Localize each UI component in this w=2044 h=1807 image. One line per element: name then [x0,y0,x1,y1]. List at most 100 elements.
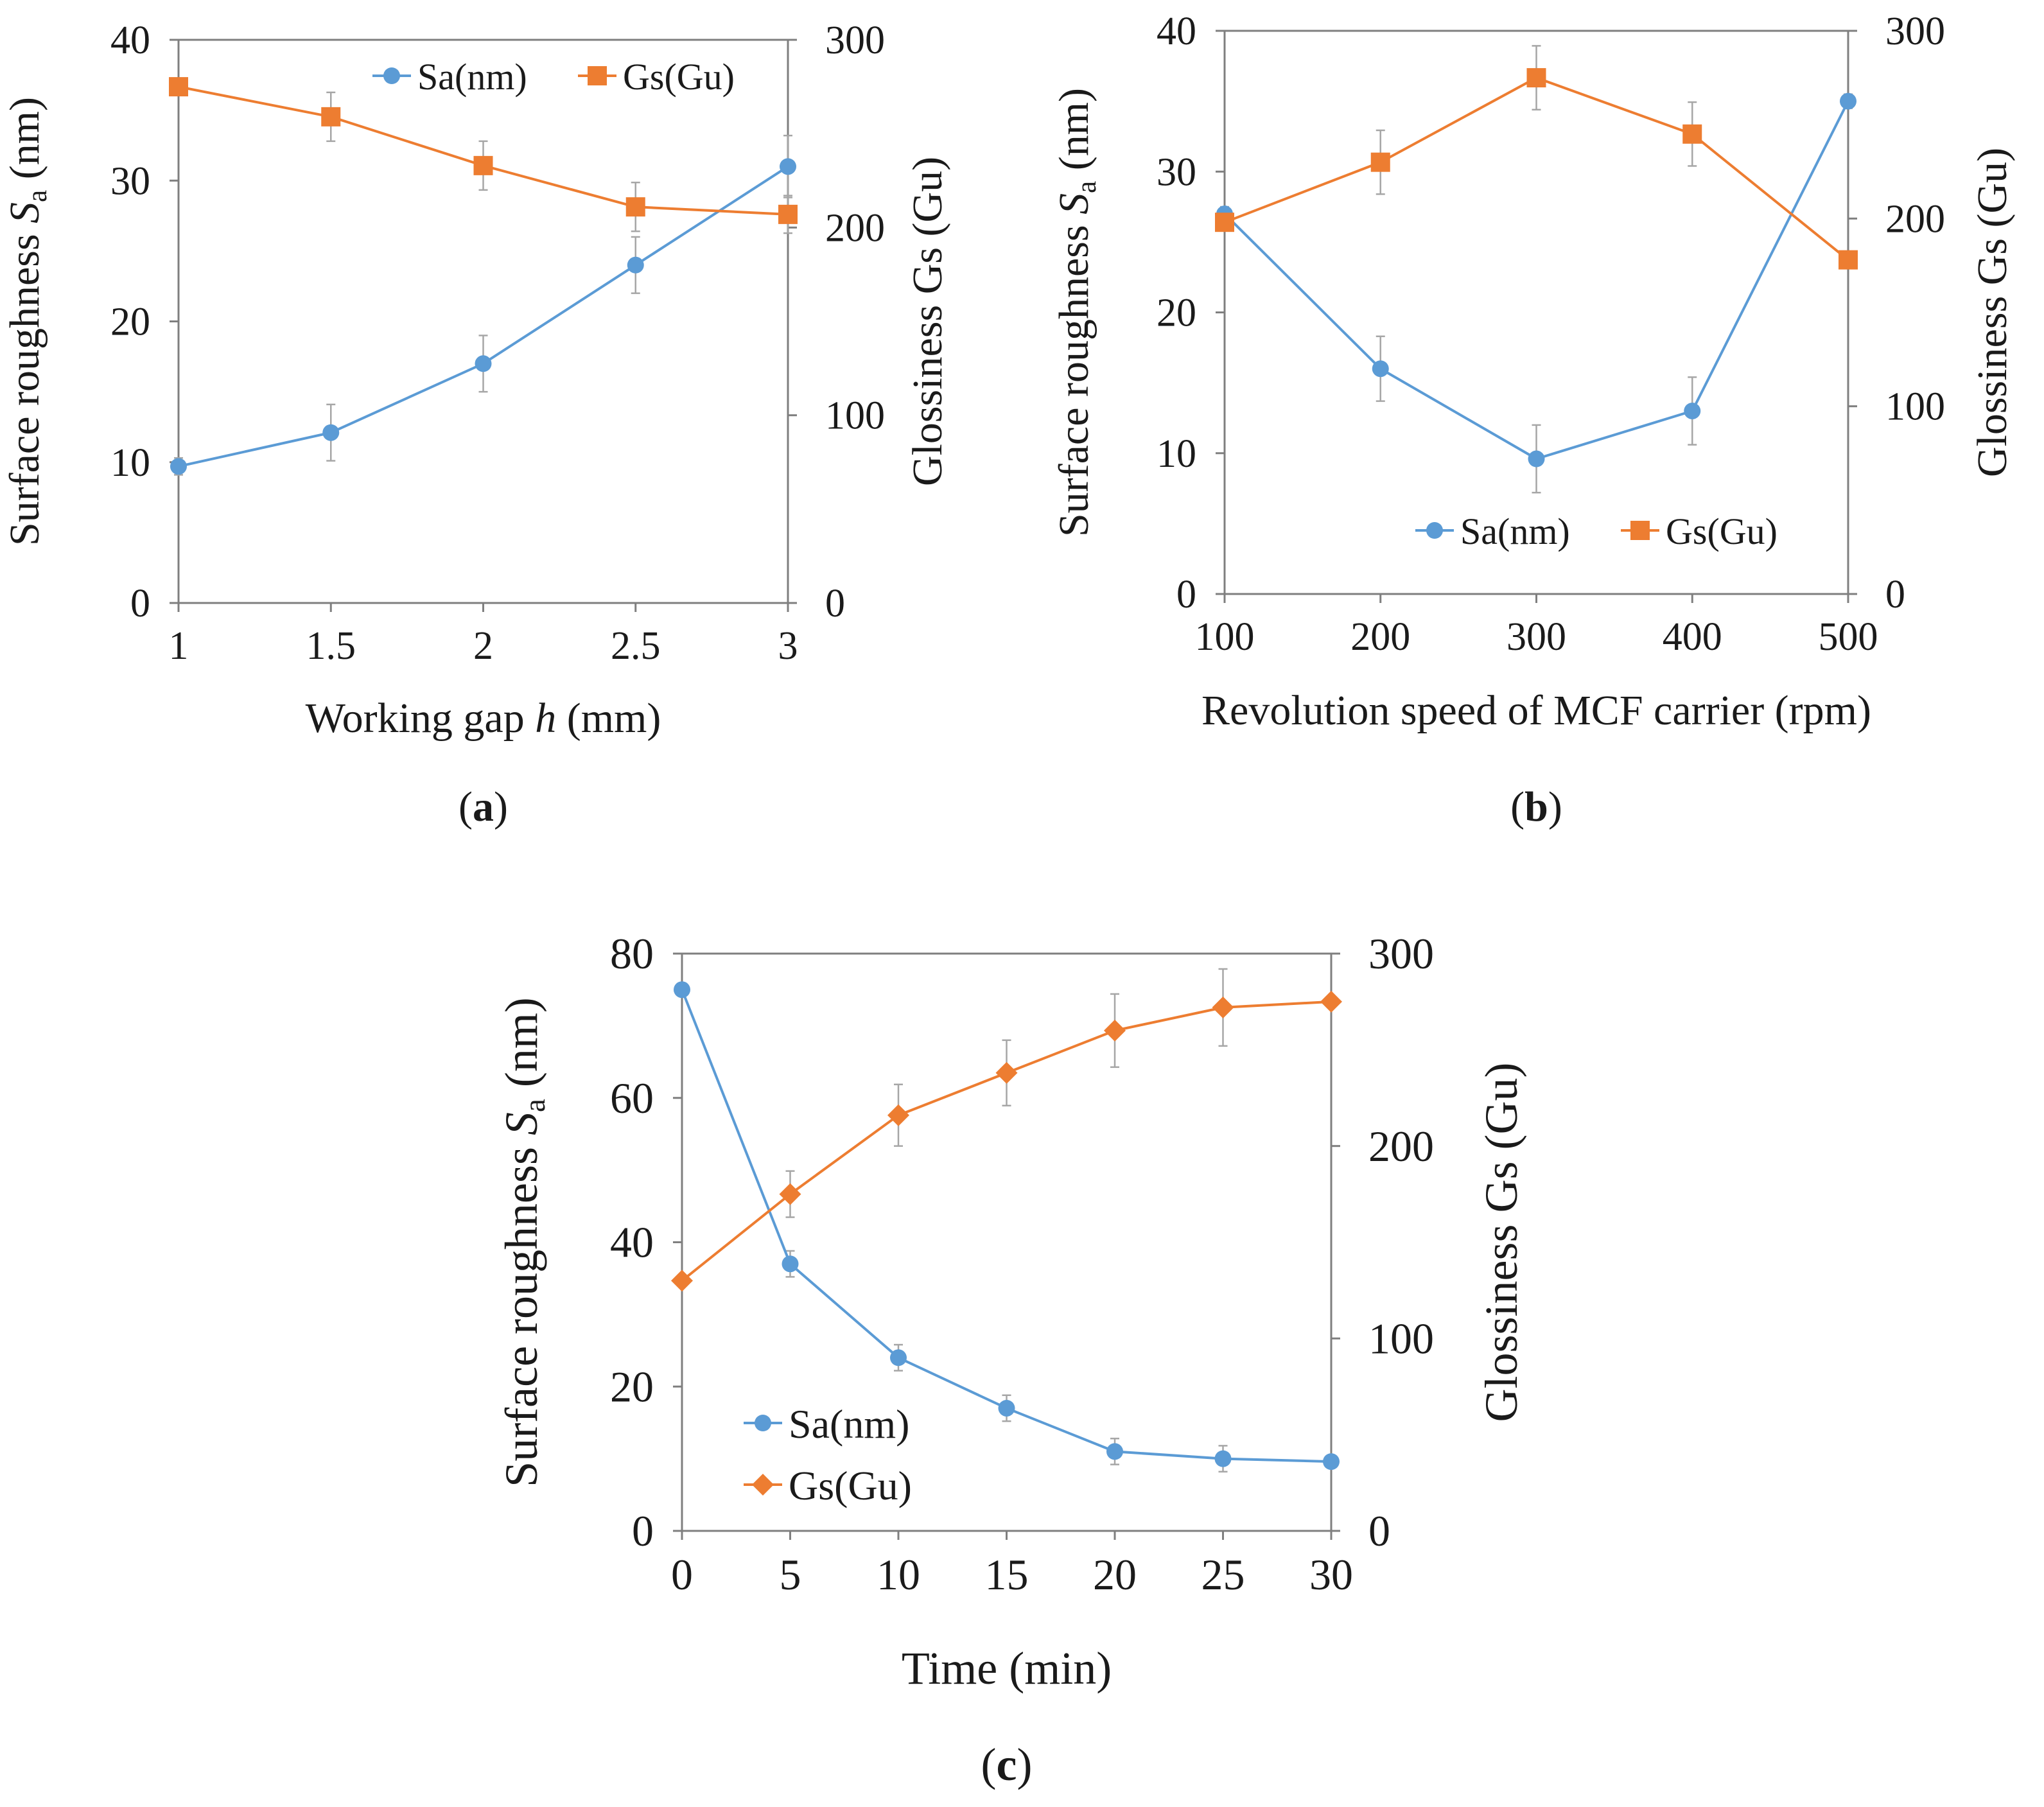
y-tick-label: 30 [1157,150,1196,194]
x-axis-label-part: Revolution speed of MCF carrier (rpm) [1201,687,1871,734]
plot-frame [1223,30,1849,595]
legend: Sa(nm) Gs(Gu) [372,56,735,98]
x-tick-label: 1.5 [306,624,356,668]
y-axis-label: Surface roughness Sa (nm) [1051,88,1102,537]
data-point [1528,450,1545,467]
data-point [1684,402,1701,419]
data-point [1839,250,1858,270]
x-tick-label: 100 [1195,615,1255,659]
panel-label-paren: ( [459,783,473,830]
y2-tick-label: 0 [1885,573,1905,616]
plot-frame [177,39,789,604]
data-point [779,1183,801,1205]
legend-label: Sa(nm) [789,1401,909,1447]
x-tick-label: 300 [1507,615,1566,659]
y-axis-label-part: (nm) [1,97,48,190]
x-tick-label: 0 [671,1550,693,1599]
panel-label-paren: ( [1510,783,1524,830]
x-tick-label: 25 [1201,1550,1245,1599]
panel-label-letter: b [1524,783,1548,830]
x-axis-label: Time (min) [902,1643,1112,1694]
x-axis-label: Working gap h (mm) [306,695,661,742]
y2-tick-label: 0 [1368,1506,1390,1555]
data-point [322,424,340,441]
y-axis-label-part: Surface roughness [496,1135,547,1487]
series-sa [674,981,1340,1473]
series-gs [671,968,1342,1292]
legend-marker [1630,521,1650,540]
legend-label: Sa(nm) [417,56,527,98]
legend-marker [755,1415,771,1431]
x-tick-label: 2.5 [611,624,661,668]
y2-tick-label: 100 [825,394,885,438]
chart-panel-c: 0 20 40 60 80 0 100 200 300 0 5 10 15 20 25 30 Time (min… [496,929,1527,1790]
data-point [1682,124,1702,144]
y-axis-label-part: (nm) [1051,88,1097,181]
panel-label: (a) [459,783,508,830]
y2-tick-label: 300 [1368,929,1434,978]
x-tick-label: 20 [1093,1550,1137,1599]
y2-tick-label: 200 [825,206,885,250]
data-point [1106,1443,1123,1460]
x-tick-label: 2 [473,624,493,668]
panel-label-paren: ) [1017,1739,1032,1790]
y-tick-label: 40 [610,1218,654,1267]
data-point [674,981,690,999]
series-sa [1216,92,1856,494]
legend: Sa(nm) Gs(Gu) [1415,511,1778,552]
y2-tick-label: 100 [1885,385,1945,429]
data-point [321,107,341,127]
x-tick-label: 15 [985,1550,1029,1599]
chart-panel-a: 0 10 20 30 40 0 100 200 300 1 1.5 2 2.5 3 Working gap … [1,19,951,830]
data-point [473,155,493,175]
x-tick-label: 200 [1350,615,1410,659]
y-tick-label: 60 [610,1074,654,1122]
panel-label-paren: ( [981,1739,997,1790]
y-tick-label: 0 [1176,573,1196,616]
y2-tick-label: 300 [1885,10,1945,53]
data-point [625,197,645,217]
data-point [998,1399,1015,1417]
y2-tick-label: 0 [825,582,845,625]
data-point [170,458,187,475]
legend: Sa(nm) Gs(Gu) [744,1401,912,1508]
data-point [1372,360,1389,378]
data-point [1214,1450,1232,1467]
data-point [627,256,644,274]
y2-tick-label: 100 [1368,1314,1434,1363]
y-tick-label: 10 [110,441,150,485]
data-point [1320,990,1342,1013]
y-tick-label: 20 [1157,292,1196,335]
x-axis-label-part: h [535,695,556,742]
legend-label: Gs(Gu) [623,56,735,98]
data-point [1215,213,1234,232]
y-axis-label: Surface roughness Sa (nm) [1,97,53,546]
x-tick-label: 500 [1819,615,1878,659]
x-tick-label: 10 [877,1550,920,1599]
data-point [778,204,798,224]
series-line [1223,100,1849,460]
x-tick-label: 3 [778,624,798,668]
legend-marker [588,66,607,85]
legend-label: Sa(nm) [1460,511,1570,552]
x-tick-label: 1 [169,624,189,668]
x-axis-label-part: Working gap [306,695,536,742]
panel-label-paren: ) [494,783,508,830]
panel-label: (c) [981,1739,1033,1790]
legend-marker [752,1474,774,1496]
x-axis-label-part: (mm) [556,695,661,742]
y-tick-label: 40 [1157,10,1196,53]
data-point [1370,152,1390,172]
y-tick-label: 20 [110,301,150,344]
data-point [887,1104,909,1126]
legend-marker [1426,522,1443,539]
x-tick-label: 30 [1309,1550,1353,1599]
y-tick-label: 0 [130,582,150,625]
data-point [169,77,188,97]
y-axis-label-part: S [496,1112,547,1135]
y-tick-label: 0 [632,1506,654,1555]
series-sa [170,134,796,476]
data-point [890,1349,907,1366]
data-point [780,158,796,175]
